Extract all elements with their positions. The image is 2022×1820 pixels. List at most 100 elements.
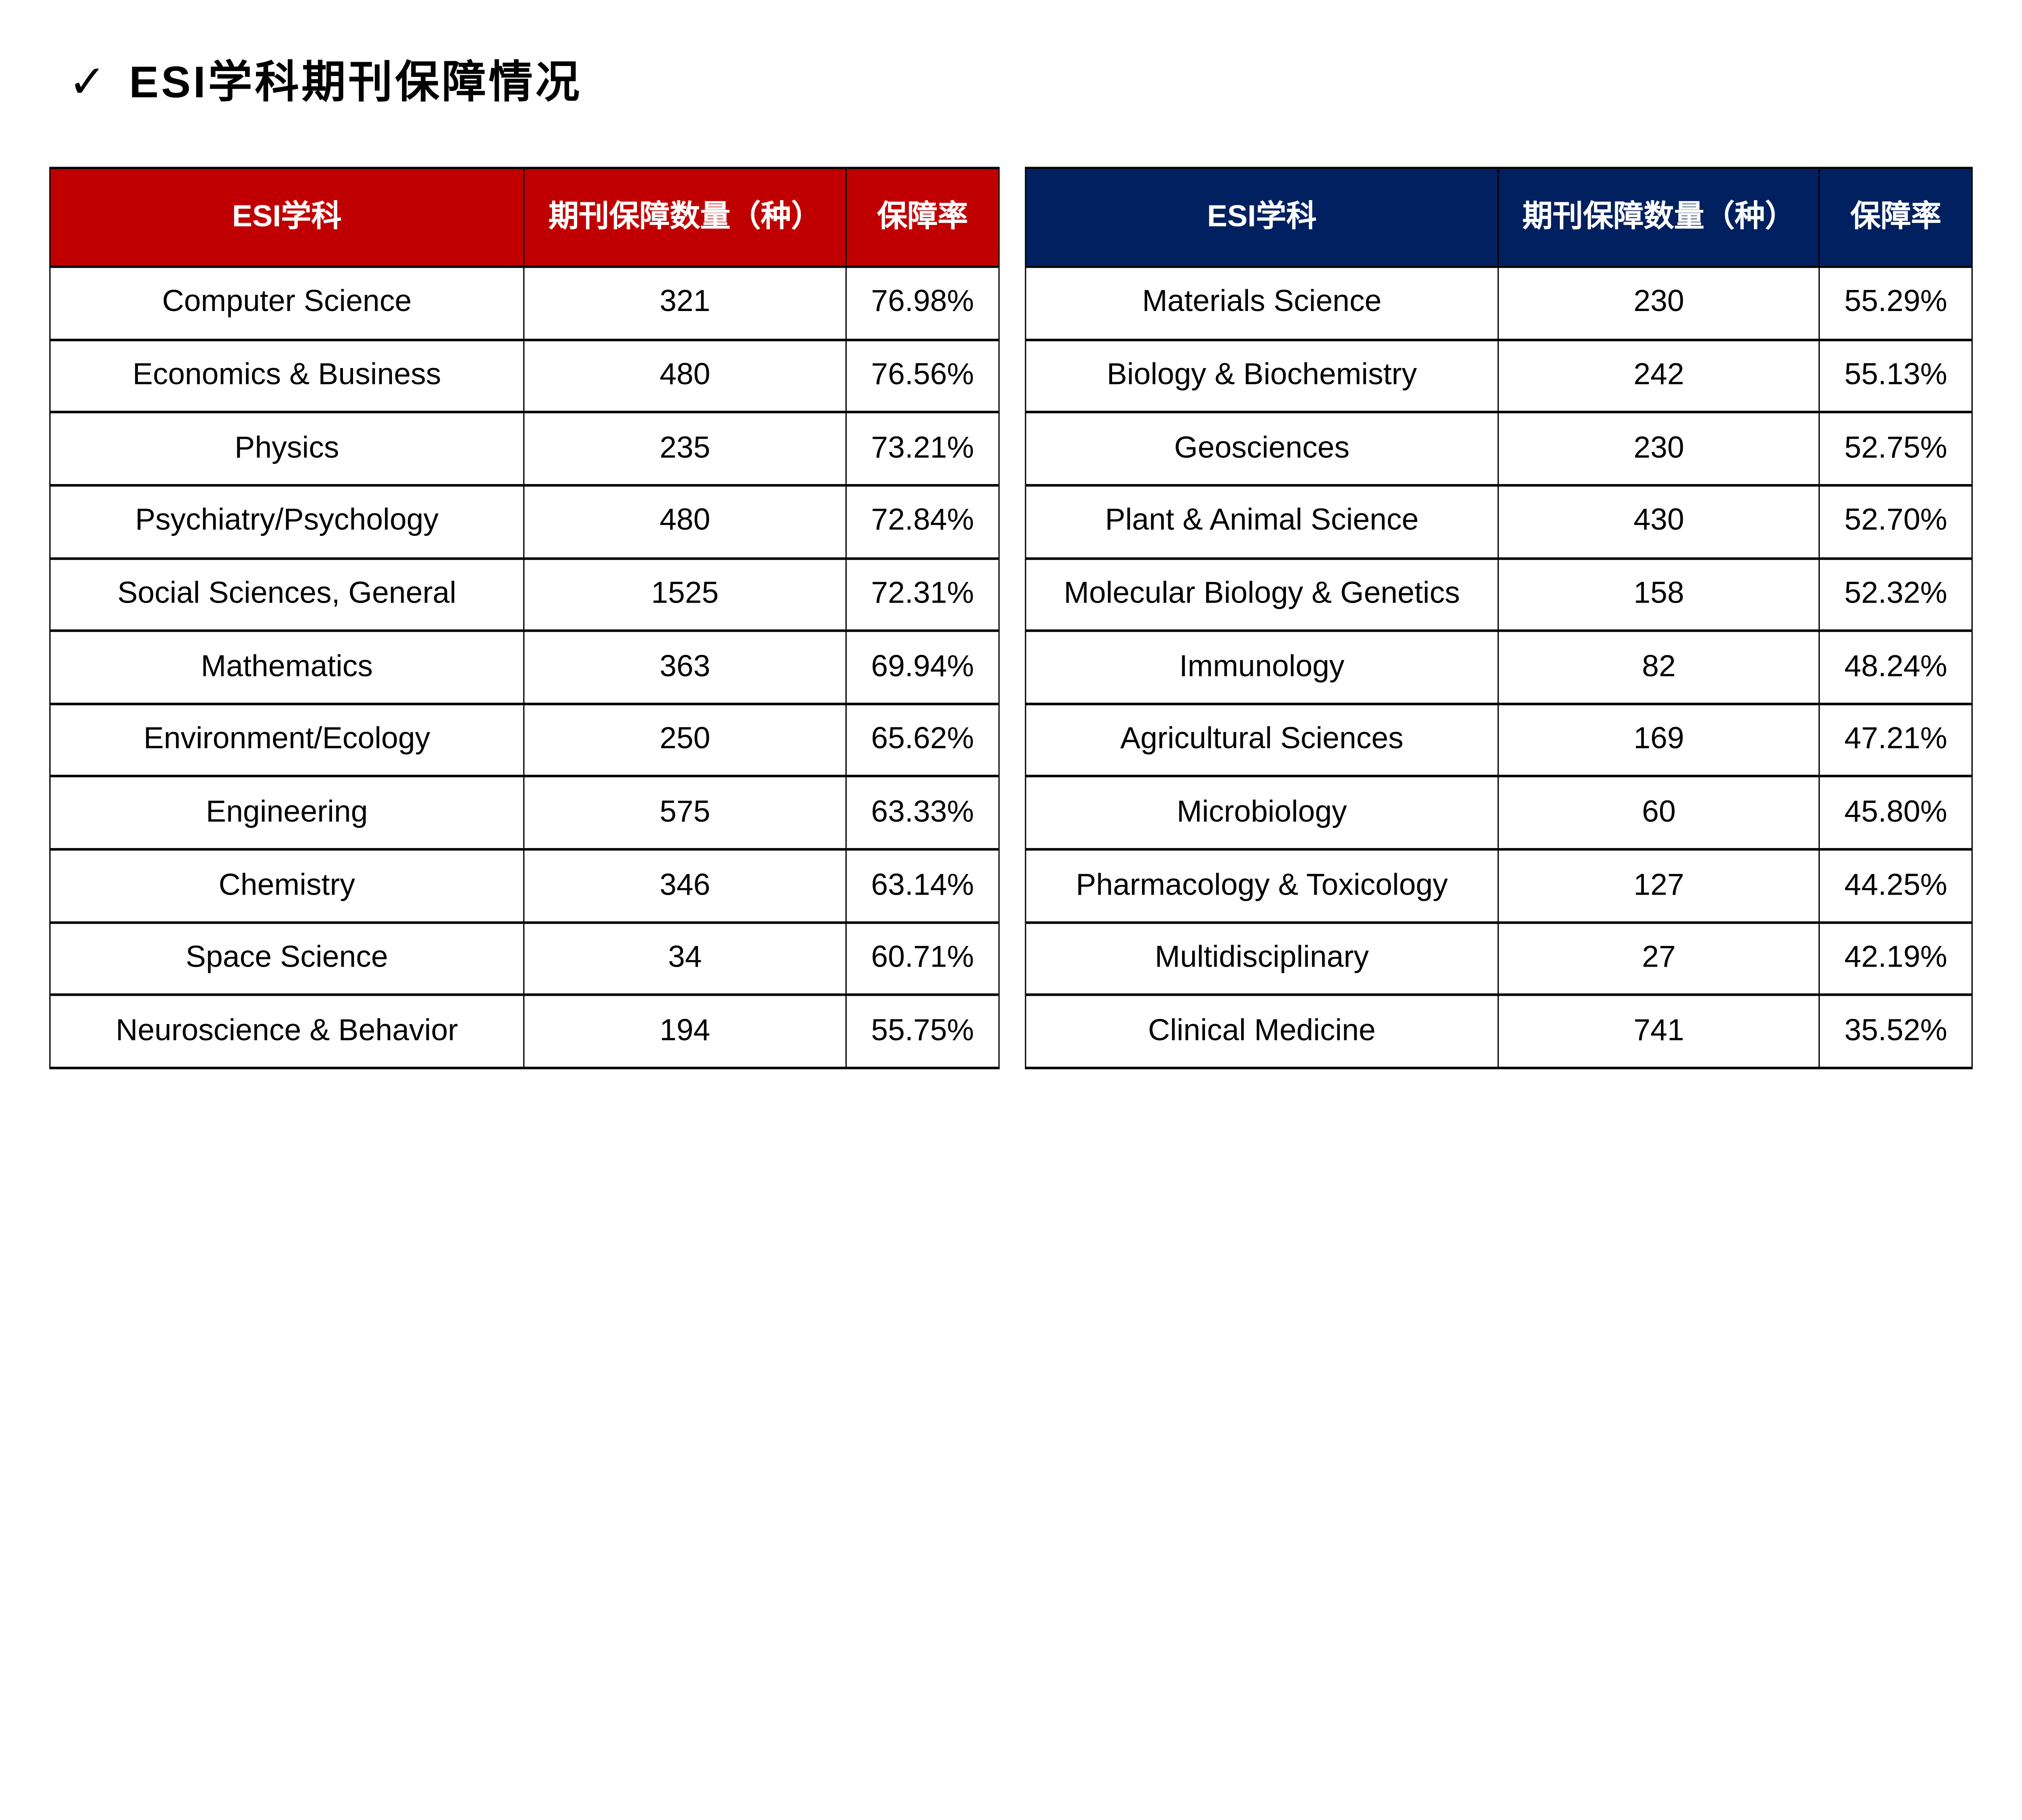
table-row: Clinical Medicine 741 35.52% bbox=[1026, 994, 1971, 1067]
column-header: 期刊保障数量（种） bbox=[1499, 169, 1820, 266]
count-cell: 158 bbox=[1499, 559, 1820, 630]
table-row: Geosciences 230 52.75% bbox=[1026, 411, 1971, 484]
table-row: Environment/Ecology 250 65.62% bbox=[51, 703, 998, 776]
subject-cell: Chemistry bbox=[51, 851, 525, 921]
subject-cell: Microbiology bbox=[1026, 778, 1499, 849]
count-cell: 82 bbox=[1499, 632, 1820, 703]
table-row: Agricultural Sciences 169 47.21% bbox=[1026, 703, 1971, 776]
esi-table-red: ESI学科 期刊保障数量（种） 保障率 Computer Science 321 76.… bbox=[49, 167, 1000, 1069]
subject-cell: Economics & Business bbox=[51, 341, 525, 411]
subject-cell: Materials Science bbox=[1026, 268, 1499, 339]
count-cell: 346 bbox=[525, 851, 847, 921]
rate-cell: 73.21% bbox=[871, 430, 974, 465]
table-row: Economics & Business 480 76.56% bbox=[51, 338, 998, 411]
rate-cell: 72.84% bbox=[871, 503, 974, 538]
count-cell: 480 bbox=[525, 341, 847, 411]
count-cell: 430 bbox=[1499, 486, 1820, 557]
page-scaler: ✓ ESI学科期刊保障情况 ESI学科 期刊保障数量（种） 保障率 Computer… bbox=[49, 58, 1973, 1069]
table-row: Immunology 82 48.24% bbox=[1026, 629, 1971, 703]
rate-cell: 65.62% bbox=[871, 722, 974, 756]
table-row: Engineering 575 63.33% bbox=[51, 775, 998, 849]
rate-cell: 48.24% bbox=[1844, 649, 1948, 684]
table-row: Multidisciplinary 27 42.19% bbox=[1026, 921, 1971, 994]
checkmark-icon: ✓ bbox=[68, 55, 107, 108]
table-row: Chemistry 346 63.14% bbox=[51, 848, 998, 921]
table-row: Mathematics 363 69.94% bbox=[51, 629, 998, 703]
subject-cell: Plant & Animal Science bbox=[1026, 486, 1499, 557]
rate-cell: 52.32% bbox=[1844, 576, 1948, 611]
table-row: Physics 235 73.21% bbox=[51, 411, 998, 484]
column-header: 保障率 bbox=[1850, 199, 1942, 233]
count-cell: 480 bbox=[525, 486, 847, 557]
rate-cell: 76.98% bbox=[871, 285, 974, 319]
rate-cell: 47.21% bbox=[1844, 722, 1948, 756]
subject-cell: Social Sciences, General bbox=[51, 559, 525, 630]
page-title: ✓ ESI学科期刊保障情况 bbox=[68, 58, 582, 109]
rate-cell: 69.94% bbox=[871, 649, 974, 684]
rate-cell: 52.75% bbox=[1844, 430, 1948, 465]
count-cell: 242 bbox=[1499, 341, 1820, 411]
count-cell: 127 bbox=[1499, 851, 1820, 921]
subject-cell: Psychiatry/Psychology bbox=[51, 486, 525, 557]
subject-cell: Pharmacology & Toxicology bbox=[1026, 851, 1499, 921]
table-body: Materials Science 230 55.29% Biology & Bioc… bbox=[1026, 265, 1971, 1067]
table-row: Plant & Animal Science 430 52.70% bbox=[1026, 484, 1971, 557]
rate-cell: 55.29% bbox=[1844, 285, 1948, 319]
column-header: 保障率 bbox=[877, 199, 968, 233]
rate-cell: 55.75% bbox=[871, 1013, 974, 1048]
rate-cell: 35.52% bbox=[1844, 1013, 1948, 1048]
subject-cell: Neuroscience & Behavior bbox=[51, 996, 525, 1067]
subject-cell: Immunology bbox=[1026, 632, 1499, 703]
count-cell: 60 bbox=[1499, 778, 1820, 849]
subject-cell: Space Science bbox=[51, 923, 525, 994]
table-row: Computer Science 321 76.98% bbox=[51, 265, 998, 339]
subject-cell: Geosciences bbox=[1026, 413, 1499, 484]
count-cell: 575 bbox=[525, 778, 847, 849]
table-row: Space Science 34 60.71% bbox=[51, 921, 998, 994]
rate-cell: 42.19% bbox=[1844, 940, 1948, 975]
count-cell: 230 bbox=[1499, 268, 1820, 339]
rate-cell: 45.80% bbox=[1844, 795, 1948, 829]
subject-cell: Biology & Biochemistry bbox=[1026, 341, 1499, 411]
esi-table-navy: ESI学科 期刊保障数量（种） 保障率 Materials Science 230 55… bbox=[1025, 167, 1973, 1069]
table-body: Computer Science 321 76.98% Economics & Bus… bbox=[51, 265, 998, 1067]
rate-cell: 72.31% bbox=[871, 576, 974, 611]
table-row: Biology & Biochemistry 242 55.13% bbox=[1026, 338, 1971, 411]
table-row: Psychiatry/Psychology 480 72.84% bbox=[51, 484, 998, 557]
subject-cell: Mathematics bbox=[51, 632, 525, 703]
count-cell: 169 bbox=[1499, 705, 1820, 776]
table-row: Materials Science 230 55.29% bbox=[1026, 265, 1971, 339]
count-cell: 34 bbox=[525, 923, 847, 994]
table-row: Pharmacology & Toxicology 127 44.25% bbox=[1026, 848, 1971, 921]
count-cell: 741 bbox=[1499, 996, 1820, 1067]
subject-cell: Clinical Medicine bbox=[1026, 996, 1499, 1067]
column-header: ESI学科 bbox=[51, 169, 525, 266]
count-cell: 363 bbox=[525, 632, 847, 703]
count-cell: 250 bbox=[525, 705, 847, 776]
count-cell: 235 bbox=[525, 413, 847, 484]
rate-cell: 52.70% bbox=[1844, 503, 1948, 538]
count-cell: 1525 bbox=[525, 559, 847, 630]
subject-cell: Engineering bbox=[51, 778, 525, 849]
subject-cell: Multidisciplinary bbox=[1026, 923, 1499, 994]
count-cell: 321 bbox=[525, 268, 847, 339]
subject-cell: Molecular Biology & Genetics bbox=[1026, 559, 1499, 630]
rate-cell: 63.14% bbox=[871, 868, 974, 902]
table-header-row: ESI学科 期刊保障数量（种） 保障率 bbox=[1026, 169, 1971, 266]
table-row: Microbiology 60 45.80% bbox=[1026, 775, 1971, 849]
count-cell: 27 bbox=[1499, 923, 1820, 994]
column-header: 期刊保障数量（种） bbox=[525, 169, 847, 266]
rate-cell: 60.71% bbox=[871, 940, 974, 975]
subject-cell: Computer Science bbox=[51, 268, 525, 339]
subject-cell: Environment/Ecology bbox=[51, 705, 525, 776]
table-row: Molecular Biology & Genetics 158 52.32% bbox=[1026, 557, 1971, 630]
count-cell: 194 bbox=[525, 996, 847, 1067]
table-row: Social Sciences, General 1525 72.31% bbox=[51, 557, 998, 630]
table-row: Neuroscience & Behavior 194 55.75% bbox=[51, 994, 998, 1067]
rate-cell: 76.56% bbox=[871, 358, 974, 392]
page-title-text: ESI学科期刊保障情况 bbox=[129, 58, 582, 108]
document-page: ✓ ESI学科期刊保障情况 ESI学科 期刊保障数量（种） 保障率 Computer… bbox=[49, 58, 1973, 1069]
subject-cell: Agricultural Sciences bbox=[1026, 705, 1499, 776]
rate-cell: 55.13% bbox=[1844, 358, 1948, 392]
subject-cell: Physics bbox=[51, 413, 525, 484]
